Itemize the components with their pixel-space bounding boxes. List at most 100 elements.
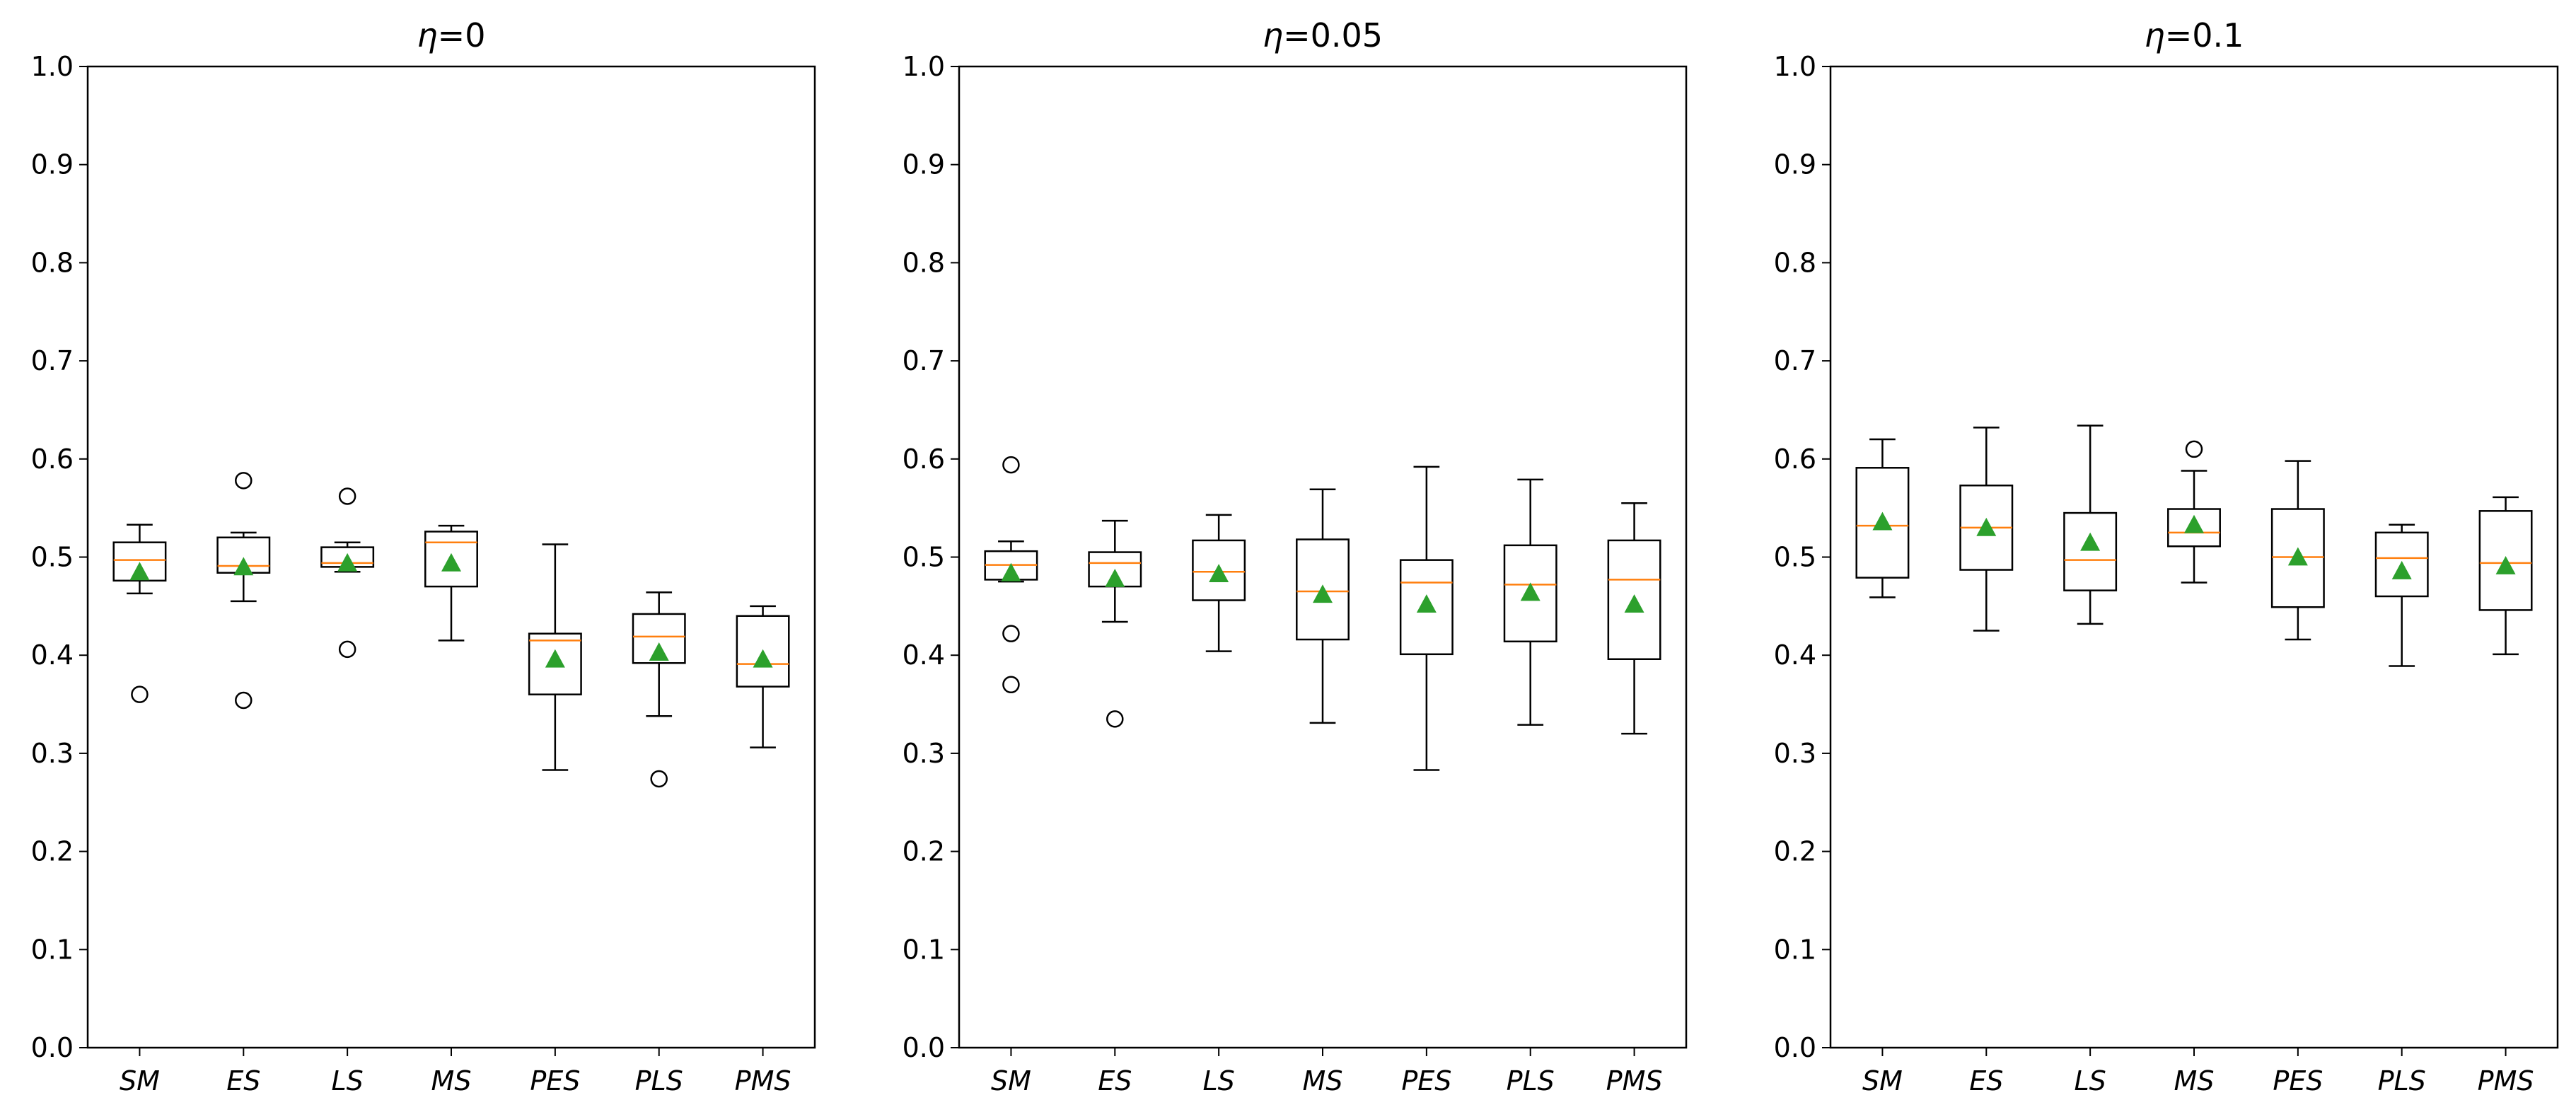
- axes-frame: [1829, 65, 2559, 1049]
- iqr-box: [1296, 538, 1350, 641]
- y-tick-label: 0.4: [1774, 639, 1816, 671]
- box-PES: [528, 543, 582, 771]
- mean-marker: [649, 642, 669, 661]
- iqr-box: [2063, 511, 2118, 591]
- mean-marker: [2391, 560, 2412, 579]
- panel-title: η=0.1: [2145, 16, 2244, 54]
- y-tick-label: 0.5: [903, 542, 945, 573]
- outlier-point: [2185, 440, 2203, 458]
- box-ES: [1959, 427, 2014, 632]
- mean-marker: [753, 649, 773, 668]
- box-MS: [424, 524, 478, 642]
- mean-marker: [1520, 582, 1541, 601]
- y-tick-label: 0.1: [903, 934, 945, 965]
- iqr-box: [528, 632, 582, 695]
- x-tick-label-SM: SM: [120, 1065, 160, 1096]
- y-tick-label: 0.4: [903, 639, 945, 671]
- iqr-box: [632, 613, 686, 664]
- outlier-point: [235, 472, 253, 490]
- y-tick-label: 0.0: [903, 1032, 945, 1063]
- x-tick-label-PES: PES: [1401, 1065, 1451, 1096]
- panel-1: 0.0 0.1 0.2 0.3 0.4 0.5 0.6 0.7 0.8 0.9 1.0 SM ES LS M…: [31, 16, 816, 1096]
- mean-marker: [1105, 569, 1125, 587]
- x-tick-label-PLS: PLS: [635, 1065, 683, 1096]
- y-tick-label: 0.7: [903, 345, 945, 376]
- mean-marker: [1976, 517, 1997, 536]
- iqr-box: [2270, 508, 2325, 608]
- outlier-point: [338, 487, 356, 505]
- iqr-box: [736, 615, 790, 688]
- y-tick-label: 0.0: [31, 1032, 74, 1063]
- x-tick-label-ES: ES: [226, 1065, 260, 1096]
- y-tick-label: 0.8: [31, 247, 74, 278]
- outlier-point: [1002, 676, 1020, 694]
- iqr-box: [1399, 559, 1454, 656]
- y-tick-label: 0.2: [1774, 836, 1816, 867]
- mean-marker: [1001, 562, 1021, 581]
- iqr-box: [1607, 539, 1661, 660]
- y-tick-label: 0.7: [31, 345, 74, 376]
- y-tick-label: 0.4: [31, 639, 74, 671]
- x-tick-label-MS: MS: [431, 1065, 472, 1096]
- y-tick-label: 0.9: [903, 149, 945, 180]
- y-tick-label: 0.1: [1774, 934, 1816, 965]
- title-eta-symbol: η: [417, 16, 438, 54]
- y-tick-label: 0.1: [31, 934, 74, 965]
- outlier-point: [235, 691, 253, 710]
- x-tick-label-LS: LS: [331, 1065, 363, 1096]
- axes-frame: [86, 65, 816, 1049]
- y-tick-label: 0.9: [31, 149, 74, 180]
- outlier-point: [1106, 710, 1124, 728]
- x-tick-label-MS: MS: [1303, 1065, 1343, 1096]
- box-LS: [2063, 424, 2118, 625]
- y-tick-label: 0.5: [31, 542, 74, 573]
- outlier-point: [338, 640, 356, 659]
- mean-marker: [441, 552, 461, 572]
- box-PLS: [1503, 478, 1557, 726]
- box-PMS: [2478, 496, 2533, 656]
- box-SM: [1855, 438, 1910, 598]
- iqr-box: [112, 541, 167, 582]
- y-tick-label: 0.2: [31, 836, 74, 867]
- y-tick-label: 0.6: [903, 444, 945, 475]
- iqr-box: [1503, 544, 1557, 643]
- mean-marker: [337, 552, 358, 572]
- iqr-box: [2478, 510, 2533, 611]
- y-tick-label: 0.8: [903, 247, 945, 278]
- x-tick-label-PLS: PLS: [2378, 1065, 2426, 1096]
- box-ES: [1088, 519, 1142, 728]
- iqr-box: [2167, 508, 2221, 548]
- title-value: =0: [438, 16, 486, 54]
- y-tick-label: 1.0: [1774, 51, 1816, 82]
- title-eta-symbol: η: [1263, 16, 1283, 54]
- box-LS: [1192, 514, 1246, 652]
- panel-title: η=0: [417, 16, 486, 54]
- outlier-point: [1002, 625, 1020, 642]
- mean-marker: [233, 557, 254, 576]
- y-tick-label: 1.0: [31, 51, 74, 82]
- box-PMS: [736, 605, 790, 748]
- mean-marker: [1313, 584, 1333, 603]
- y-tick-label: 0.8: [1774, 247, 1816, 278]
- y-tick-label: 0.6: [31, 444, 74, 475]
- x-tick-label-PLS: PLS: [1507, 1065, 1555, 1096]
- mean-marker: [2080, 532, 2101, 551]
- y-tick-label: 0.3: [1774, 738, 1816, 769]
- x-tick-label-LS: LS: [1202, 1065, 1234, 1096]
- panel-3: 0.0 0.1 0.2 0.3 0.4 0.5 0.6 0.7 0.8 0.9 1.0 SM ES LS M…: [1774, 16, 2559, 1096]
- box-MS: [1296, 488, 1350, 724]
- y-tick-label: 0.0: [1774, 1032, 1816, 1063]
- iqr-box: [1855, 467, 1910, 579]
- iqr-box: [2374, 531, 2429, 598]
- x-tick-label-SM: SM: [991, 1065, 1031, 1096]
- box-PMS: [1607, 502, 1661, 735]
- x-tick-label-ES: ES: [1098, 1065, 1132, 1096]
- box-PLS: [632, 591, 686, 788]
- mean-marker: [1416, 594, 1437, 613]
- y-tick-label: 0.7: [1774, 345, 1816, 376]
- mean-marker: [545, 649, 565, 668]
- box-SM: [112, 523, 167, 703]
- mean-marker: [2184, 514, 2204, 533]
- mean-marker: [2287, 547, 2308, 566]
